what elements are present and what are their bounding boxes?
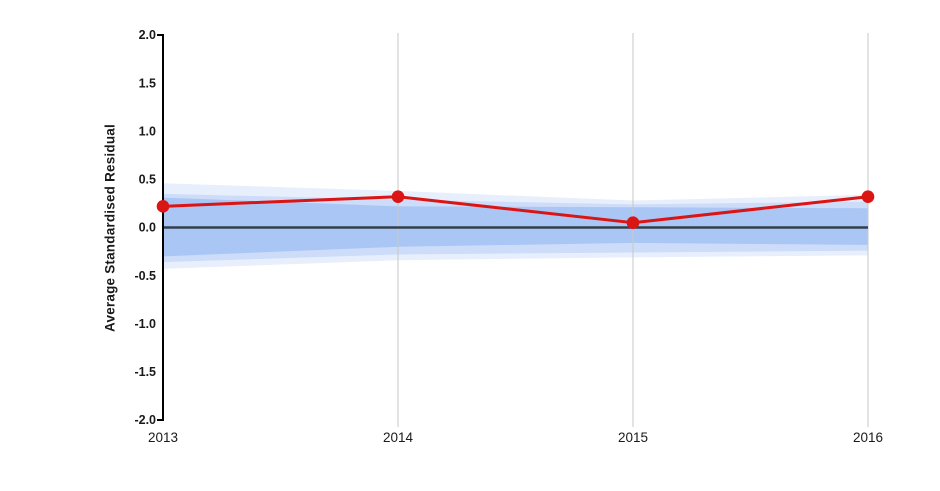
data-point-2015[interactable] (626, 216, 640, 229)
y-tick-label-0.0: 0.0 (139, 221, 156, 235)
y-tick-label--2.0: -2.0 (134, 413, 156, 427)
x-tick-label-2016: 2016 (853, 430, 883, 445)
data-point-2014[interactable] (391, 190, 405, 203)
y-tick-label-2.0: 2.0 (139, 28, 156, 42)
y-tick-label--1.0: -1.0 (134, 317, 156, 331)
average-standardised-residual-line (161, 195, 870, 225)
y-tick-label-0.5: 0.5 (139, 173, 156, 187)
y-axis-line (157, 34, 164, 421)
data-point-2016[interactable] (861, 190, 875, 203)
y-tick-label-1.5: 1.5 (139, 76, 156, 90)
y-tick-label-1.0: 1.0 (139, 124, 156, 138)
y-tick-label--0.5: -0.5 (134, 269, 156, 283)
y-tick-label--1.5: -1.5 (134, 365, 156, 379)
data-point-2013[interactable] (156, 200, 170, 213)
y-axis-title: Average Standardised Residual (102, 124, 118, 332)
x-tick-label-2015: 2015 (618, 430, 648, 445)
x-tick-label-2013: 2013 (148, 430, 178, 445)
x-tick-label-2014: 2014 (383, 430, 414, 445)
